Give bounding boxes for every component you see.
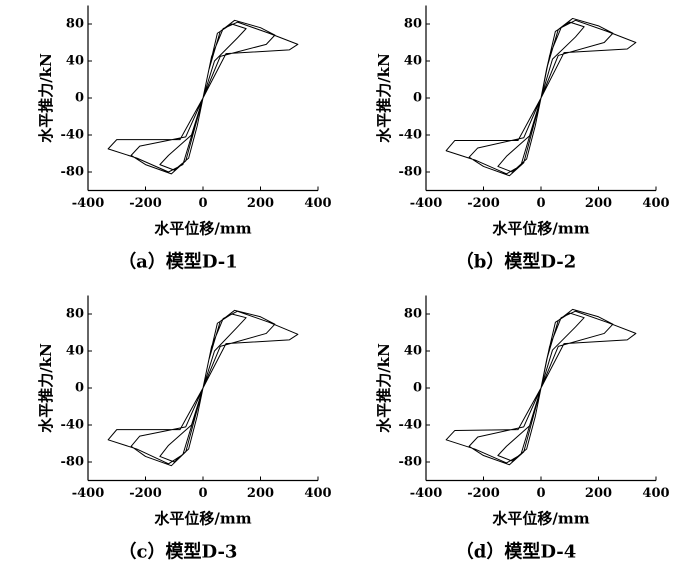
x-tick-label: -200 <box>467 196 500 211</box>
y-tick-label: -40 <box>399 128 423 143</box>
x-tick-label: -200 <box>129 486 162 501</box>
y-axis-label: 水平推力/kN <box>37 343 55 433</box>
x-tick-label: 0 <box>198 196 207 211</box>
x-tick-label: -400 <box>410 196 443 211</box>
x-tick-label: -200 <box>467 486 500 501</box>
x-tick-label: -200 <box>129 196 162 211</box>
y-tick-label: -80 <box>61 455 85 470</box>
y-tick-label: 80 <box>66 307 84 322</box>
y-tick-label: -40 <box>399 418 423 433</box>
x-tick-label: 400 <box>304 196 331 211</box>
x-axis-label: 水平位移/mm <box>492 220 589 238</box>
x-tick-label: 200 <box>247 196 274 211</box>
y-tick-label: 0 <box>413 381 422 396</box>
caption: （d）模型D-4 <box>456 541 577 563</box>
x-axis-label: 水平位移/mm <box>492 510 589 528</box>
hysteresis-curve <box>445 17 637 177</box>
x-tick-label: 200 <box>585 196 612 211</box>
y-tick-label: 80 <box>404 307 422 322</box>
x-tick-label: -400 <box>72 486 105 501</box>
y-tick-label: -80 <box>61 165 85 180</box>
x-axis-label: 水平位移/mm <box>154 510 251 528</box>
x-axis-label: 水平位移/mm <box>154 220 251 238</box>
x-tick-label: 0 <box>536 196 545 211</box>
x-tick-label: -400 <box>72 196 105 211</box>
y-tick-label: 40 <box>66 344 84 359</box>
x-tick-label: -400 <box>410 486 443 501</box>
y-tick-label: 80 <box>66 17 84 32</box>
y-tick-label: 0 <box>75 91 84 106</box>
y-axis-label: 水平推力/kN <box>375 343 393 433</box>
hysteresis-curve <box>445 308 637 466</box>
x-tick-label: 200 <box>585 486 612 501</box>
y-tick-label: 40 <box>66 54 84 69</box>
x-tick-label: 400 <box>642 486 669 501</box>
x-tick-label: 400 <box>642 196 669 211</box>
y-tick-label: -80 <box>399 455 423 470</box>
y-axis-label: 水平推力/kN <box>37 53 55 143</box>
caption: （a）模型D-1 <box>118 251 238 273</box>
caption: （c）模型D-3 <box>119 541 238 563</box>
y-tick-label: 0 <box>75 381 84 396</box>
y-tick-label: -80 <box>399 165 423 180</box>
hysteresis-curve <box>107 309 299 467</box>
y-tick-label: -40 <box>61 418 85 433</box>
y-tick-label: 80 <box>404 17 422 32</box>
x-tick-label: 0 <box>198 486 207 501</box>
y-tick-label: 40 <box>404 344 422 359</box>
x-tick-label: 200 <box>247 486 274 501</box>
x-tick-label: 400 <box>304 486 331 501</box>
y-tick-label: -40 <box>61 128 85 143</box>
y-tick-label: 0 <box>413 91 422 106</box>
y-axis-label: 水平推力/kN <box>375 53 393 143</box>
y-tick-label: 40 <box>404 54 422 69</box>
caption: （b）模型D-2 <box>456 251 577 273</box>
hysteresis-curve <box>107 19 299 175</box>
x-tick-label: 0 <box>536 486 545 501</box>
